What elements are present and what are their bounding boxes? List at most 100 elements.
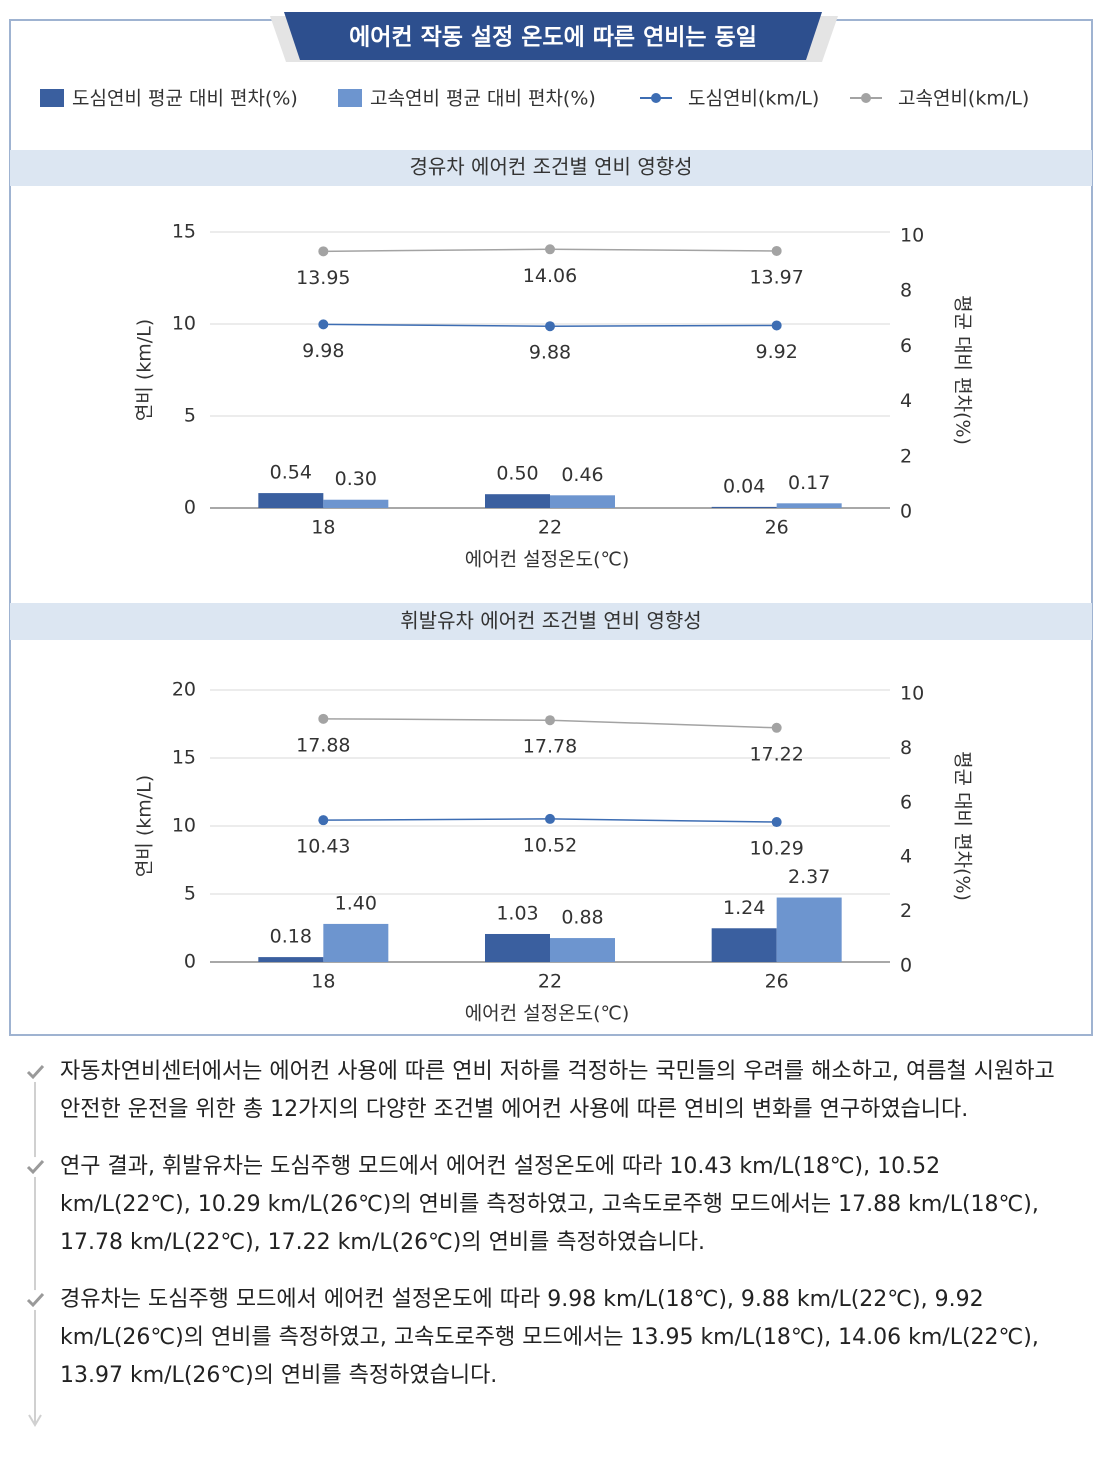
bar <box>323 499 389 508</box>
y2-tick-label: 4 <box>900 846 912 868</box>
line-marker <box>771 722 782 733</box>
y2-tick-label: 6 <box>900 791 912 813</box>
x-tick-label: 22 <box>538 971 562 993</box>
line-value-label: 10.52 <box>523 834 577 856</box>
line-marker <box>771 320 782 331</box>
y2-tick-label: 10 <box>900 683 924 705</box>
bar <box>485 494 550 508</box>
y-tick-label: 5 <box>184 405 196 427</box>
line-marker <box>318 246 329 257</box>
bullet-text: 자동차연비센터에서는 에어컨 사용에 따른 연비 저하를 걱정하는 국민들의 우… <box>60 1059 1055 1122</box>
line-value-label: 9.98 <box>302 340 344 362</box>
bar-value-label: 0.17 <box>788 472 830 494</box>
bar-value-label: 0.30 <box>335 468 377 490</box>
line-marker <box>318 713 329 724</box>
y2-tick-label: 2 <box>900 445 912 467</box>
bar <box>776 897 842 962</box>
bar <box>711 928 777 962</box>
x-tick-label: 26 <box>765 971 789 993</box>
legend-label: 고속연비 평균 대비 편차(%) <box>370 88 596 110</box>
bar-value-label: 1.03 <box>496 902 538 924</box>
line-value-label: 13.97 <box>749 266 803 288</box>
y2-tick-label: 6 <box>900 335 912 357</box>
y2-tick-label: 0 <box>900 955 912 977</box>
legend-marker <box>861 93 871 103</box>
y-tick-label: 20 <box>172 679 196 701</box>
legend-swatch <box>40 89 64 107</box>
line-marker <box>545 244 555 255</box>
x-tick-label: 26 <box>765 517 789 539</box>
ribbon <box>284 12 822 60</box>
check-icon <box>25 1290 45 1310</box>
y-axis-label: 연비 (km/L) <box>134 319 156 421</box>
y-tick-label: 10 <box>172 815 196 837</box>
chart-panel: 에어컨 작동 설정 온도에 따른 연비는 동일 도심연비 평균 대비 편차(%)… <box>9 12 1093 1036</box>
x-tick-label: 18 <box>311 971 335 993</box>
y-tick-label: 15 <box>172 747 196 769</box>
chart-title: 경유차 에어컨 조건별 연비 영향성 <box>409 155 692 179</box>
bullet-list: 자동차연비센터에서는 에어컨 사용에 따른 연비 저하를 걱정하는 국민들의 우… <box>0 1053 1100 1443</box>
line-value-label: 10.29 <box>749 838 803 860</box>
bullet-text: 경유차는 도심주행 모드에서 에어컨 설정온도에 따라 9.98 km/L(18… <box>60 1287 1039 1388</box>
section-band <box>10 150 1092 186</box>
bar-value-label: 1.24 <box>723 897 765 919</box>
line-marker <box>771 245 782 256</box>
timeline-rail <box>28 1075 42 1427</box>
y2-tick-label: 8 <box>900 737 912 759</box>
header-title: 에어컨 작동 설정 온도에 따른 연비는 동일 <box>349 25 757 51</box>
bar <box>776 503 842 508</box>
bar-value-label: 0.46 <box>561 464 603 486</box>
bullet-text: 연구 결과, 휘발유차는 도심주행 모드에서 에어컨 설정온도에 따라 10.4… <box>60 1154 1039 1255</box>
y2-tick-label: 0 <box>900 501 912 523</box>
y2-tick-label: 10 <box>900 225 924 247</box>
legend-label: 도심연비(km/L) <box>688 88 819 110</box>
bar-value-label: 1.40 <box>335 892 377 914</box>
y2-axis-label: 평균 대비 편차(%) <box>952 295 974 445</box>
chart-title: 휘발유차 에어컨 조건별 연비 영향성 <box>400 609 701 633</box>
bar-value-label: 0.50 <box>496 463 538 485</box>
bullet: 자동차연비센터에서는 에어컨 사용에 따른 연비 저하를 걱정하는 국민들의 우… <box>25 1053 1075 1129</box>
check-icon <box>25 1157 45 1177</box>
y2-tick-label: 2 <box>900 900 912 922</box>
bar-value-label: 0.88 <box>561 907 603 929</box>
line-marker <box>545 715 555 726</box>
bullet: 연구 결과, 휘발유차는 도심주행 모드에서 에어컨 설정온도에 따라 10.4… <box>25 1148 1075 1262</box>
line-value-label: 9.88 <box>529 342 571 364</box>
section-band <box>10 603 1092 640</box>
y-tick-label: 0 <box>184 951 196 973</box>
line-value-label: 17.78 <box>523 736 577 758</box>
bullet: 경유차는 도심주행 모드에서 에어컨 설정온도에 따라 9.98 km/L(18… <box>25 1281 1075 1395</box>
bar <box>258 957 324 962</box>
x-axis-label: 에어컨 설정온도(℃) <box>465 1003 630 1025</box>
bar-value-label: 0.54 <box>270 462 312 484</box>
line-value-label: 17.88 <box>296 734 350 756</box>
legend-swatch <box>338 89 362 107</box>
line-marker <box>771 817 782 828</box>
line-marker <box>545 321 555 332</box>
line-marker <box>318 815 329 826</box>
bar <box>323 923 389 962</box>
y-tick-label: 15 <box>172 221 196 243</box>
bar <box>485 933 550 962</box>
bar <box>711 506 777 508</box>
legend-label: 고속연비(km/L) <box>898 88 1029 110</box>
bar-value-label: 0.18 <box>270 926 312 948</box>
bar <box>550 938 615 962</box>
bar <box>550 495 615 508</box>
bar <box>258 493 324 508</box>
check-icon <box>25 1062 45 1082</box>
y-tick-label: 0 <box>184 497 196 519</box>
y2-axis-label: 평균 대비 편차(%) <box>952 751 974 901</box>
line-value-label: 17.22 <box>749 743 803 765</box>
y-tick-label: 5 <box>184 883 196 905</box>
line-marker <box>545 813 555 824</box>
x-tick-label: 22 <box>538 517 562 539</box>
line-value-label: 10.43 <box>296 836 350 858</box>
legend-marker <box>651 93 661 103</box>
y-axis-label: 연비 (km/L) <box>134 775 156 877</box>
line-value-label: 14.06 <box>523 265 577 287</box>
y-tick-label: 10 <box>172 313 196 335</box>
bar-value-label: 2.37 <box>788 866 830 888</box>
